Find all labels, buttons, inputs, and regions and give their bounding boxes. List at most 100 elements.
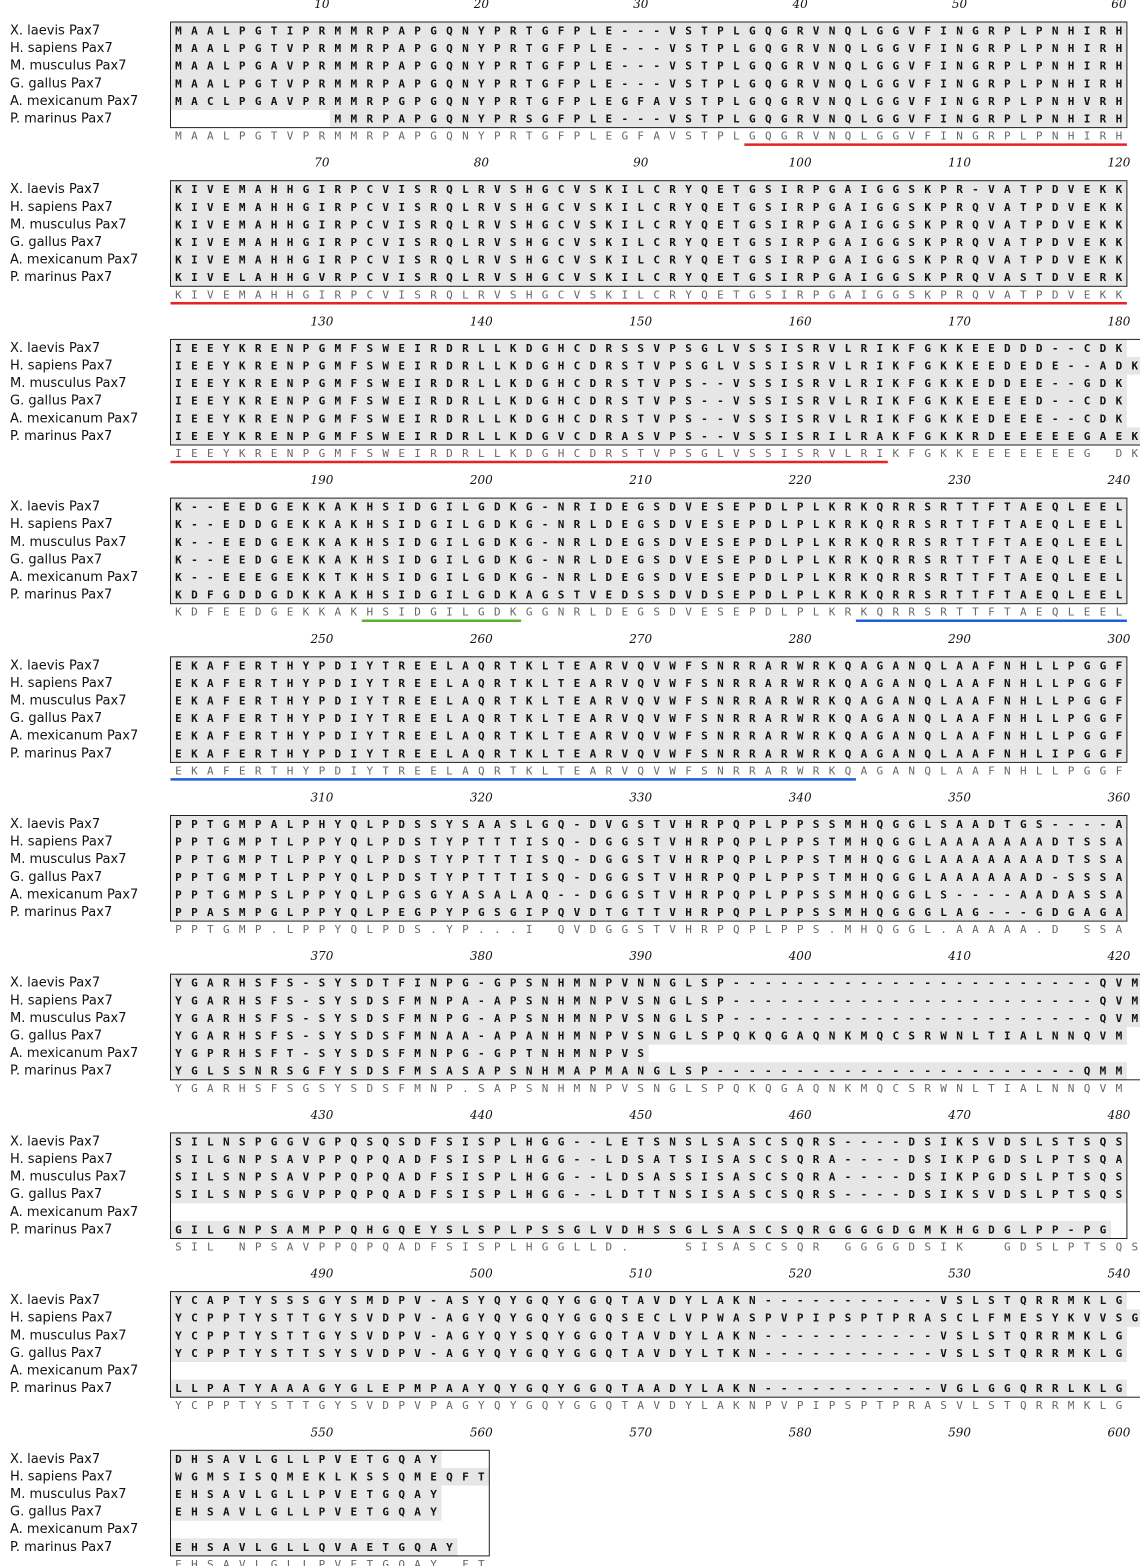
residue: D [335,712,342,725]
residue: - [972,994,979,1007]
residue: - [861,1382,868,1395]
consensus-residue: N [749,1399,756,1412]
residue: N [829,1030,836,1043]
residue: P [1052,1188,1059,1201]
residue: L [1020,1223,1027,1236]
consensus-residue: Y [446,923,453,936]
residue: Q [558,818,565,831]
residue: R [1100,42,1107,55]
consensus-residue: S [940,1399,947,1412]
residue: G [829,236,836,249]
residue: L [781,589,788,602]
residue: H [526,218,533,231]
residue: Q [494,1382,501,1395]
residue: S [287,1065,294,1078]
consensus-residue: P [669,447,676,460]
residue: H [526,254,533,267]
consensus-residue: G [749,288,756,301]
residue: I [175,360,182,373]
residue: A [207,730,214,743]
residue: E [398,906,405,919]
residue: K [956,1171,963,1184]
residue: H [287,677,294,690]
consensus-residue: K [940,447,947,460]
residue: I [398,201,405,214]
residue: E [191,377,198,390]
residue: T [733,218,740,231]
residue: F [988,1312,995,1325]
consensus-residue: V [829,447,836,460]
residue: A [1004,271,1011,284]
consensus-residue: M [1116,1082,1123,1095]
residue: Y [303,712,310,725]
consensus-residue: G [1116,1399,1123,1412]
consensus-residue: A [207,1082,214,1095]
residue: A [335,518,342,531]
residue: Y [335,888,342,901]
residue: G [542,25,549,38]
species-label: A. mexicanum Pax7 [10,411,138,426]
residue: A [956,871,963,884]
residue: A [1004,201,1011,214]
residue: V [653,1329,660,1342]
residue: S [319,977,326,990]
residue: G [892,853,899,866]
residue: S [223,1188,230,1201]
residue: P [494,42,501,55]
identity-shading [170,991,1140,1010]
residue: S [940,888,947,901]
residue: A [1116,836,1123,849]
residue: M [861,1030,868,1043]
residue: C [574,412,581,425]
residue: G [749,201,756,214]
residue: R [749,695,756,708]
residue: K [606,201,613,214]
residue: P [319,712,326,725]
residue: H [1020,730,1027,743]
residue: S [653,1135,660,1148]
residue: P [717,1012,724,1025]
ruler-number: 190 [310,473,333,487]
consensus-residue: I [462,1241,469,1254]
consensus-residue: N [829,1082,836,1095]
residue: A [797,1030,804,1043]
residue: K [1116,201,1123,214]
residue: - [797,1382,804,1395]
residue: E [1036,589,1043,602]
residue: T [271,25,278,38]
residue: E [1052,360,1059,373]
residue: P [303,818,310,831]
consensus-residue: R [813,447,820,460]
residue: G [892,254,899,267]
residue: V [813,77,820,90]
residue: P [717,25,724,38]
residue: L [494,412,501,425]
residue: Y [175,1047,182,1060]
residue: A [637,1347,644,1360]
residue: P [398,1329,405,1342]
consensus-residue: Y [175,1082,182,1095]
identity-shading [170,92,1127,110]
residue: A [446,1312,453,1325]
residue: S [701,712,708,725]
residue: - [542,501,549,514]
residue: Q [1052,589,1059,602]
residue: - [1052,994,1059,1007]
residue: R [335,218,342,231]
consensus-residue: . [478,923,485,936]
consensus-residue: P [813,288,820,301]
consensus-residue: D [590,923,597,936]
residue: R [669,236,676,249]
residue: C [653,201,660,214]
residue: L [287,853,294,866]
residue: P [749,906,756,919]
residue: T [558,695,565,708]
consensus-residue: K [956,1241,963,1254]
residue: R [813,712,820,725]
consensus-residue: S [621,447,628,460]
residue: E [287,501,294,514]
residue: G [271,1506,278,1519]
residue: G [829,1223,836,1236]
residue: P [191,853,198,866]
